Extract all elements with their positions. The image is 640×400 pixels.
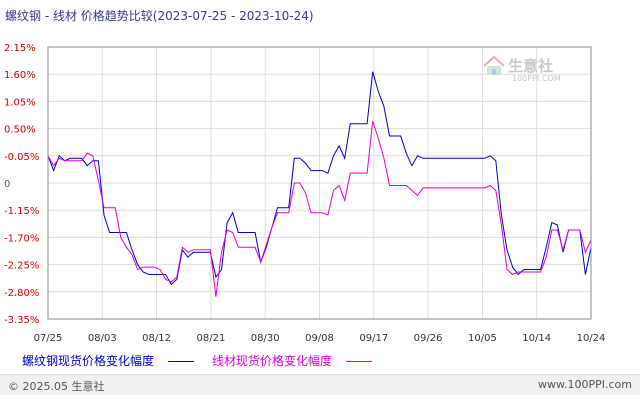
footer-bar: © 2025.05 生意社 www.100PPI.com (0, 374, 640, 395)
y-tick-label: 2.15% (4, 43, 36, 54)
grid-layer (47, 46, 592, 320)
house-logo-icon (483, 55, 505, 75)
x-tick-label: 08/21 (196, 333, 225, 344)
y-tick-label: 1.05% (4, 97, 36, 108)
x-tick-label: 09/26 (414, 333, 443, 344)
legend-swatch-series1 (167, 361, 194, 362)
x-tick-label: 07/25 (34, 333, 63, 344)
legend-item-series2: 线材现货价格变化幅度 (212, 352, 372, 369)
x-tick-label: 08/30 (251, 333, 280, 344)
y-tick-label: -1.70% (4, 233, 39, 244)
y-tick-label: -2.25% (4, 261, 39, 272)
watermark-url: 100PPI.COM (512, 74, 561, 83)
x-tick-label: 09/08 (305, 333, 334, 344)
y-tick-label: 0 (4, 179, 10, 190)
y-tick-label: 0.50% (4, 125, 36, 136)
x-tick-label: 08/03 (88, 333, 117, 344)
x-tick-label: 10/24 (577, 333, 606, 344)
chart-title: 螺纹钢 - 线材 价格趋势比较(2023-07-25 - 2023-10-24) (5, 9, 314, 23)
x-axis-ticks: 07/25 08/03 08/12 08/21 08/30 09/08 09/17 09/26… (34, 333, 606, 344)
watermark-name: 生意社 (508, 57, 554, 75)
y-tick-label: -1.15% (4, 206, 39, 217)
x-tick-label: 08/12 (142, 333, 171, 344)
legend-label-series2: 线材现货价格变化幅度 (212, 354, 333, 368)
x-tick-label: 10/05 (468, 333, 497, 344)
x-tick-label: 10/14 (522, 333, 551, 344)
y-axis-ticks: 2.15% 1.60% 1.05% 0.50% -0.05% 0 -1.15% -1.70% -… (4, 43, 39, 326)
watermark: 生意社 100PPI.COM (482, 55, 561, 83)
legend-swatch-series2 (345, 361, 372, 362)
x-tick-label: 09/17 (359, 333, 388, 344)
series-line-2 (47, 121, 592, 297)
y-tick-label: -0.05% (4, 152, 39, 163)
legend-label-series1: 螺纹钢现货价格变化幅度 (22, 354, 155, 368)
plot-frame (47, 46, 592, 320)
y-tick-label: -3.35% (4, 315, 39, 326)
y-tick-label: -2.80% (4, 288, 39, 299)
footer-copyright: © 2025.05 生意社 (8, 380, 105, 393)
series-layer (47, 71, 592, 297)
series-line-1 (47, 71, 592, 286)
y-tick-label: 1.60% (4, 70, 36, 81)
footer-site-link[interactable]: www.100PPI.com (538, 378, 632, 391)
legend-item-series1: 螺纹钢现货价格变化幅度 (22, 352, 194, 369)
